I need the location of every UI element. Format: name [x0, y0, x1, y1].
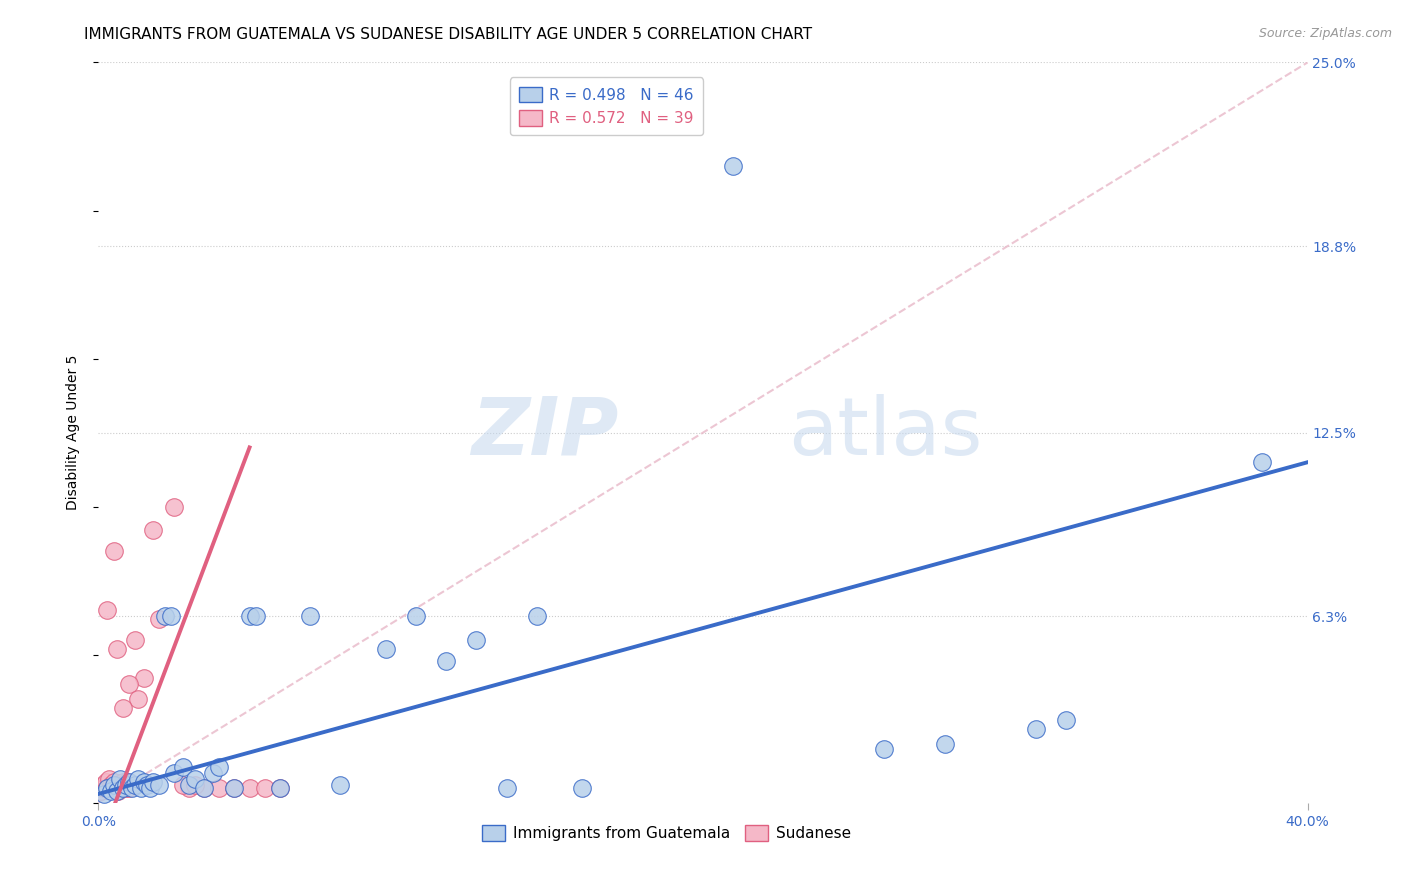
- Point: [374, 641, 396, 656]
- Point: [153, 609, 176, 624]
- Point: [184, 772, 207, 786]
- Text: ZIP: ZIP: [471, 393, 619, 472]
- Y-axis label: Disability Age Under 5: Disability Age Under 5: [66, 355, 80, 510]
- Point: [105, 778, 128, 792]
- Point: [239, 780, 262, 795]
- Point: [208, 780, 231, 795]
- Point: [495, 780, 517, 795]
- Point: [96, 780, 118, 795]
- Text: atlas: atlas: [787, 393, 981, 472]
- Point: [224, 780, 246, 795]
- Point: [105, 641, 128, 656]
- Point: [105, 784, 128, 798]
- Point: [405, 609, 427, 624]
- Point: [184, 778, 207, 792]
- Point: [465, 632, 488, 647]
- Point: [224, 780, 246, 795]
- Point: [104, 780, 127, 795]
- Point: [127, 772, 149, 786]
- Point: [179, 778, 201, 792]
- Point: [269, 780, 291, 795]
- Point: [526, 609, 548, 624]
- Point: [148, 612, 170, 626]
- Point: [107, 784, 129, 798]
- Point: [100, 778, 122, 792]
- Point: [571, 780, 593, 795]
- Point: [172, 760, 194, 774]
- Point: [299, 609, 322, 624]
- Point: [114, 780, 136, 795]
- Point: [239, 609, 262, 624]
- Point: [1024, 722, 1046, 736]
- Point: [127, 692, 149, 706]
- Point: [179, 780, 201, 795]
- Point: [96, 780, 118, 795]
- Point: [132, 672, 155, 686]
- Point: [111, 775, 134, 789]
- Point: [163, 766, 186, 780]
- Point: [329, 778, 352, 792]
- Point: [132, 775, 155, 789]
- Point: [91, 778, 114, 792]
- Point: [139, 780, 162, 795]
- Point: [101, 780, 124, 795]
- Point: [90, 784, 112, 798]
- Point: [124, 632, 146, 647]
- Point: [118, 780, 141, 795]
- Point: [873, 742, 896, 756]
- Point: [723, 159, 745, 173]
- Point: [94, 775, 117, 789]
- Point: [112, 778, 135, 792]
- Point: [142, 775, 165, 789]
- Point: [111, 780, 134, 795]
- Point: [93, 780, 115, 795]
- Point: [103, 775, 125, 789]
- Point: [98, 772, 121, 786]
- Point: [142, 524, 165, 538]
- Point: [118, 775, 141, 789]
- Legend: Immigrants from Guatemala, Sudanese: Immigrants from Guatemala, Sudanese: [477, 819, 858, 847]
- Point: [100, 784, 122, 798]
- Point: [172, 778, 194, 792]
- Point: [202, 766, 225, 780]
- Point: [124, 778, 146, 792]
- Point: [1251, 455, 1274, 469]
- Point: [108, 778, 131, 792]
- Point: [118, 677, 141, 691]
- Point: [245, 609, 267, 624]
- Point: [103, 778, 125, 792]
- Point: [115, 775, 138, 789]
- Point: [193, 780, 215, 795]
- Point: [1054, 713, 1077, 727]
- Point: [114, 778, 136, 792]
- Point: [121, 780, 143, 795]
- Point: [934, 737, 956, 751]
- Point: [96, 603, 118, 617]
- Text: IMMIGRANTS FROM GUATEMALA VS SUDANESE DISABILITY AGE UNDER 5 CORRELATION CHART: IMMIGRANTS FROM GUATEMALA VS SUDANESE DI…: [84, 27, 813, 42]
- Point: [253, 780, 276, 795]
- Point: [208, 760, 231, 774]
- Text: Source: ZipAtlas.com: Source: ZipAtlas.com: [1258, 27, 1392, 40]
- Point: [93, 787, 115, 801]
- Point: [135, 778, 157, 792]
- Point: [269, 780, 291, 795]
- Point: [111, 701, 134, 715]
- Point: [110, 780, 132, 795]
- Point: [108, 772, 131, 786]
- Point: [148, 778, 170, 792]
- Point: [163, 500, 186, 514]
- Point: [193, 780, 215, 795]
- Point: [129, 780, 152, 795]
- Point: [160, 609, 183, 624]
- Point: [103, 544, 125, 558]
- Point: [434, 654, 457, 668]
